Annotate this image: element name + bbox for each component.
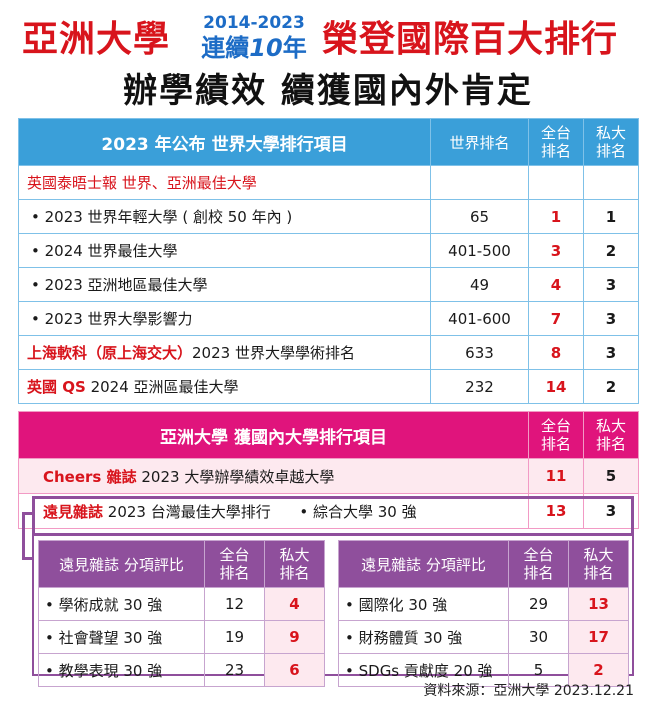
tw-rank: 4 <box>528 267 584 302</box>
sub-rankings-frame <box>32 536 634 676</box>
tw-rank: 30 <box>508 620 569 654</box>
world-table-title: 2023 年公布 世界大學排行項目 <box>18 118 431 166</box>
row-label: • 社會聲望 30 強 <box>38 620 205 654</box>
private-rank: 2 <box>568 653 629 687</box>
private-rank: 2 <box>583 369 639 404</box>
header-continuous: 連續10年 <box>201 34 307 62</box>
private-rank: 9 <box>264 620 325 654</box>
table-row: • 2023 世界年輕大學 ( 創校 50 年內 ) 65 1 1 <box>18 199 639 234</box>
row-label: • 國際化 30 強 <box>338 587 509 621</box>
col-world-rank: 世界排名 <box>430 118 529 166</box>
private-rank: 5 <box>583 458 639 494</box>
table-row: • 2024 世界最佳大學 401-500 3 2 <box>18 233 639 268</box>
private-rank: 3 <box>583 301 639 336</box>
private-rank: 13 <box>568 587 629 621</box>
row-label: Cheers 雜誌 2023 大學辦學績效卓越大學 <box>18 458 529 494</box>
table-row: • 國際化 30 強 29 13 <box>338 587 629 621</box>
private-rank: 3 <box>583 335 639 370</box>
table-row: • SDGs 貢獻度 20 強 5 2 <box>338 653 629 687</box>
row-label: 遠見雜誌 2023 台灣最佳大學排行 • 綜合大學 30 強 <box>18 493 529 529</box>
table-row: 上海軟科（原上海交大）2023 世界大學學術排名 633 8 3 <box>18 335 639 370</box>
col-private-rank: 私大 排名 <box>583 411 639 459</box>
row-label: • 2023 亞洲地區最佳大學 <box>18 267 431 302</box>
row-label: • 財務體質 30 強 <box>338 620 509 654</box>
yuanjian-highlight-box <box>32 496 634 536</box>
col-tw-rank: 全台 排名 <box>204 540 265 588</box>
tw-rank: 11 <box>528 458 584 494</box>
tw-rank: 8 <box>528 335 584 370</box>
sub-table-right: 遠見雜誌 分項評比 全台 排名 私大 排名 • 國際化 30 強 29 13 • 財… <box>338 540 629 687</box>
private-rank: 3 <box>583 267 639 302</box>
private-rank: 17 <box>568 620 629 654</box>
table-row: Cheers 雜誌 2023 大學辦學績效卓越大學 11 5 <box>18 458 639 494</box>
world-rank: 401-600 <box>430 301 529 336</box>
world-rank: 633 <box>430 335 529 370</box>
tw-rank: 12 <box>204 587 265 621</box>
world-rank: 65 <box>430 199 529 234</box>
tw-rank: 13 <box>528 493 584 529</box>
row-label: • 2023 世界年輕大學 ( 創校 50 年內 ) <box>18 199 431 234</box>
tw-rank: 19 <box>204 620 265 654</box>
row-label: 英國 QS 2024 亞洲區最佳大學 <box>18 369 431 404</box>
header: 亞洲大學 2014-2023 連續10年 榮登國際百大排行 辦學績效 續獲國內外… <box>0 0 656 118</box>
table-row: • 財務體質 30 強 30 17 <box>338 620 629 654</box>
row-label: • 教學表現 30 強 <box>38 653 205 687</box>
tw-rank: 3 <box>528 233 584 268</box>
group-label: 英國泰晤士報 世界、亞洲最佳大學 <box>18 165 431 200</box>
table-row: • 學術成就 30 強 12 4 <box>38 587 325 621</box>
tw-rank: 1 <box>528 199 584 234</box>
private-rank: 4 <box>264 587 325 621</box>
table-row: 英國 QS 2024 亞洲區最佳大學 232 14 2 <box>18 369 639 404</box>
sub-table-left: 遠見雜誌 分項評比 全台 排名 私大 排名 • 學術成就 30 強 12 4 • 社… <box>38 540 325 687</box>
world-ranking-table: 2023 年公布 世界大學排行項目 世界排名 全台 排名 私大 排名 英國泰晤士報 … <box>18 118 639 404</box>
private-rank: 6 <box>264 653 325 687</box>
header-title-right: 榮登國際百大排行 <box>322 19 619 60</box>
col-tw-rank: 全台 排名 <box>528 411 584 459</box>
col-tw-rank: 全台 排名 <box>528 118 584 166</box>
table-row: • 社會聲望 30 強 19 9 <box>38 620 325 654</box>
tw-rank: 7 <box>528 301 584 336</box>
world-rank: 232 <box>430 369 529 404</box>
private-rank: 2 <box>583 233 639 268</box>
table-row: • 教學表現 30 強 23 6 <box>38 653 325 687</box>
private-rank: 1 <box>583 199 639 234</box>
domestic-ranking-table: 亞洲大學 獲國內大學排行項目 全台 排名 私大 排名 Cheers 雜誌 2023 … <box>18 411 639 529</box>
row-label: • 學術成就 30 強 <box>38 587 205 621</box>
sub-table-title: 遠見雜誌 分項評比 <box>38 540 205 588</box>
table-row: • 2023 世界大學影響力 401-600 7 3 <box>18 301 639 336</box>
connector-bracket <box>22 512 34 560</box>
header-title-left: 亞洲大學 <box>22 19 171 60</box>
tw-rank: 14 <box>528 369 584 404</box>
col-private-rank: 私大 排名 <box>264 540 325 588</box>
col-private-rank: 私大 排名 <box>583 118 639 166</box>
source-note: 資料來源：亞洲大學 2023.12.21 <box>423 683 634 699</box>
row-label: • SDGs 貢獻度 20 強 <box>338 653 509 687</box>
col-private-rank: 私大 排名 <box>568 540 629 588</box>
world-table-header: 2023 年公布 世界大學排行項目 世界排名 全台 排名 私大 排名 <box>18 118 639 166</box>
row-label: • 2023 世界大學影響力 <box>18 301 431 336</box>
table-row: 英國泰晤士報 世界、亞洲最佳大學 <box>18 165 639 200</box>
table-row: 遠見雜誌 2023 台灣最佳大學排行 • 綜合大學 30 強 13 3 <box>18 493 639 529</box>
sub-table-header: 遠見雜誌 分項評比 全台 排名 私大 排名 <box>38 540 325 588</box>
world-rank: 49 <box>430 267 529 302</box>
row-label: 上海軟科（原上海交大）2023 世界大學學術排名 <box>18 335 431 370</box>
sub-table-header: 遠見雜誌 分項評比 全台 排名 私大 排名 <box>338 540 629 588</box>
tw-rank: 23 <box>204 653 265 687</box>
tw-rank: 5 <box>508 653 569 687</box>
col-tw-rank: 全台 排名 <box>508 540 569 588</box>
sub-table-title: 遠見雜誌 分項評比 <box>338 540 509 588</box>
tw-rank: 29 <box>508 587 569 621</box>
domestic-table-title: 亞洲大學 獲國內大學排行項目 <box>18 411 529 459</box>
world-rank: 401-500 <box>430 233 529 268</box>
private-rank: 3 <box>583 493 639 529</box>
header-subtitle: 辦學績效 續獲國內外肯定 <box>123 71 533 111</box>
table-row: • 2023 亞洲地區最佳大學 49 4 3 <box>18 267 639 302</box>
domestic-table-header: 亞洲大學 獲國內大學排行項目 全台 排名 私大 排名 <box>18 411 639 459</box>
header-years: 2014-2023 <box>203 13 305 33</box>
row-label: • 2024 世界最佳大學 <box>18 233 431 268</box>
